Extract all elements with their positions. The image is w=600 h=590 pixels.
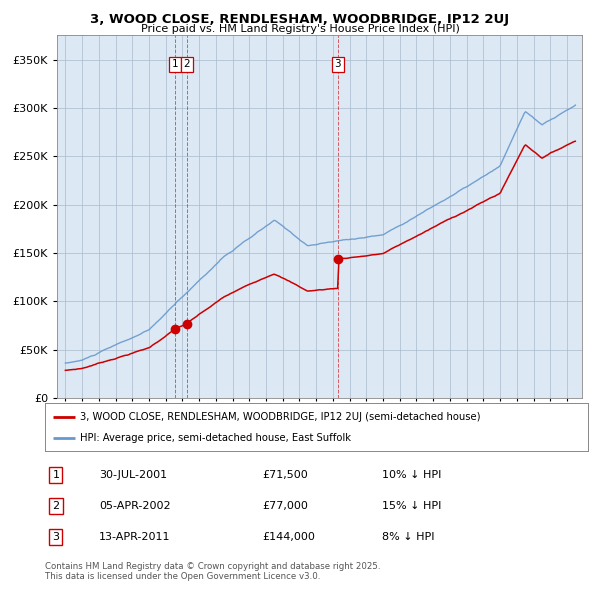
Text: 1: 1 [172,409,179,419]
Text: 15% ↓ HPI: 15% ↓ HPI [382,501,441,511]
Text: 3, WOOD CLOSE, RENDLESHAM, WOODBRIDGE, IP12 2UJ: 3, WOOD CLOSE, RENDLESHAM, WOODBRIDGE, I… [91,13,509,26]
Text: £144,000: £144,000 [262,532,315,542]
Text: 2: 2 [184,60,190,70]
Text: 13-APR-2011: 13-APR-2011 [100,532,171,542]
Text: 8% ↓ HPI: 8% ↓ HPI [382,532,434,542]
Text: £77,000: £77,000 [262,501,308,511]
Text: 3: 3 [52,532,59,542]
Text: 10% ↓ HPI: 10% ↓ HPI [382,470,441,480]
Text: 05-APR-2002: 05-APR-2002 [100,501,171,511]
Text: 3: 3 [334,60,341,70]
Text: 3, WOOD CLOSE, RENDLESHAM, WOODBRIDGE, IP12 2UJ (semi-detached house): 3, WOOD CLOSE, RENDLESHAM, WOODBRIDGE, I… [80,411,481,421]
Text: 2: 2 [184,409,190,419]
Text: 3: 3 [334,409,341,419]
Text: 30-JUL-2001: 30-JUL-2001 [100,470,167,480]
Text: Price paid vs. HM Land Registry's House Price Index (HPI): Price paid vs. HM Land Registry's House … [140,24,460,34]
Text: £71,500: £71,500 [262,470,308,480]
Text: 1: 1 [52,470,59,480]
Text: 2: 2 [52,501,59,511]
Text: HPI: Average price, semi-detached house, East Suffolk: HPI: Average price, semi-detached house,… [80,433,351,443]
Text: 1: 1 [172,60,179,70]
Text: Contains HM Land Registry data © Crown copyright and database right 2025.
This d: Contains HM Land Registry data © Crown c… [45,562,380,581]
